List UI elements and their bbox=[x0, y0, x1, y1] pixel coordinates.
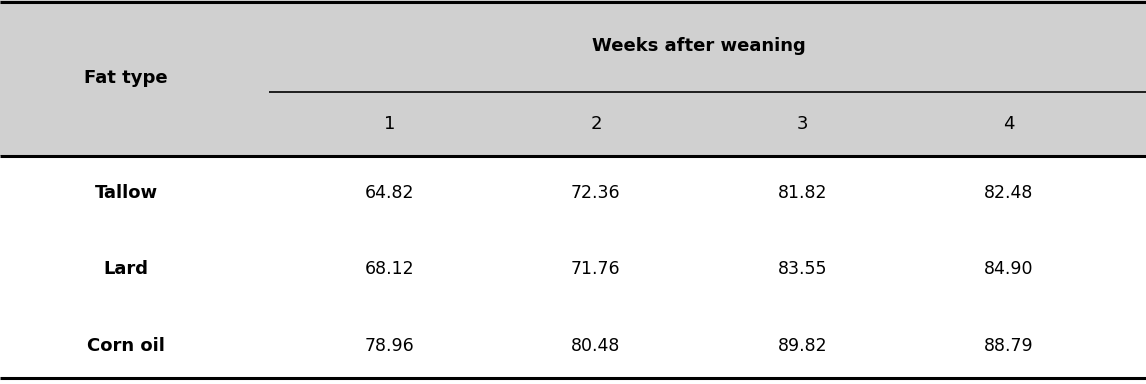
Text: 82.48: 82.48 bbox=[983, 184, 1034, 202]
Text: 3: 3 bbox=[796, 115, 808, 133]
Text: Lard: Lard bbox=[103, 260, 149, 278]
Text: Corn oil: Corn oil bbox=[87, 337, 165, 354]
Text: 80.48: 80.48 bbox=[571, 337, 621, 354]
Bar bbox=[0, 0, 1146, 156]
Text: 81.82: 81.82 bbox=[777, 184, 827, 202]
Text: 4: 4 bbox=[1003, 115, 1014, 133]
Text: 89.82: 89.82 bbox=[777, 337, 827, 354]
Text: 1: 1 bbox=[384, 115, 395, 133]
Text: 88.79: 88.79 bbox=[983, 337, 1034, 354]
Text: 71.76: 71.76 bbox=[571, 260, 621, 278]
Text: 72.36: 72.36 bbox=[571, 184, 621, 202]
Text: 2: 2 bbox=[590, 115, 602, 133]
Text: 84.90: 84.90 bbox=[983, 260, 1034, 278]
Text: Weeks after weaning: Weeks after weaning bbox=[592, 37, 806, 55]
Text: 64.82: 64.82 bbox=[364, 184, 415, 202]
Text: Fat type: Fat type bbox=[85, 69, 167, 87]
Text: Tallow: Tallow bbox=[94, 184, 158, 202]
Text: 83.55: 83.55 bbox=[777, 260, 827, 278]
Text: 78.96: 78.96 bbox=[364, 337, 415, 354]
Text: 68.12: 68.12 bbox=[364, 260, 415, 278]
